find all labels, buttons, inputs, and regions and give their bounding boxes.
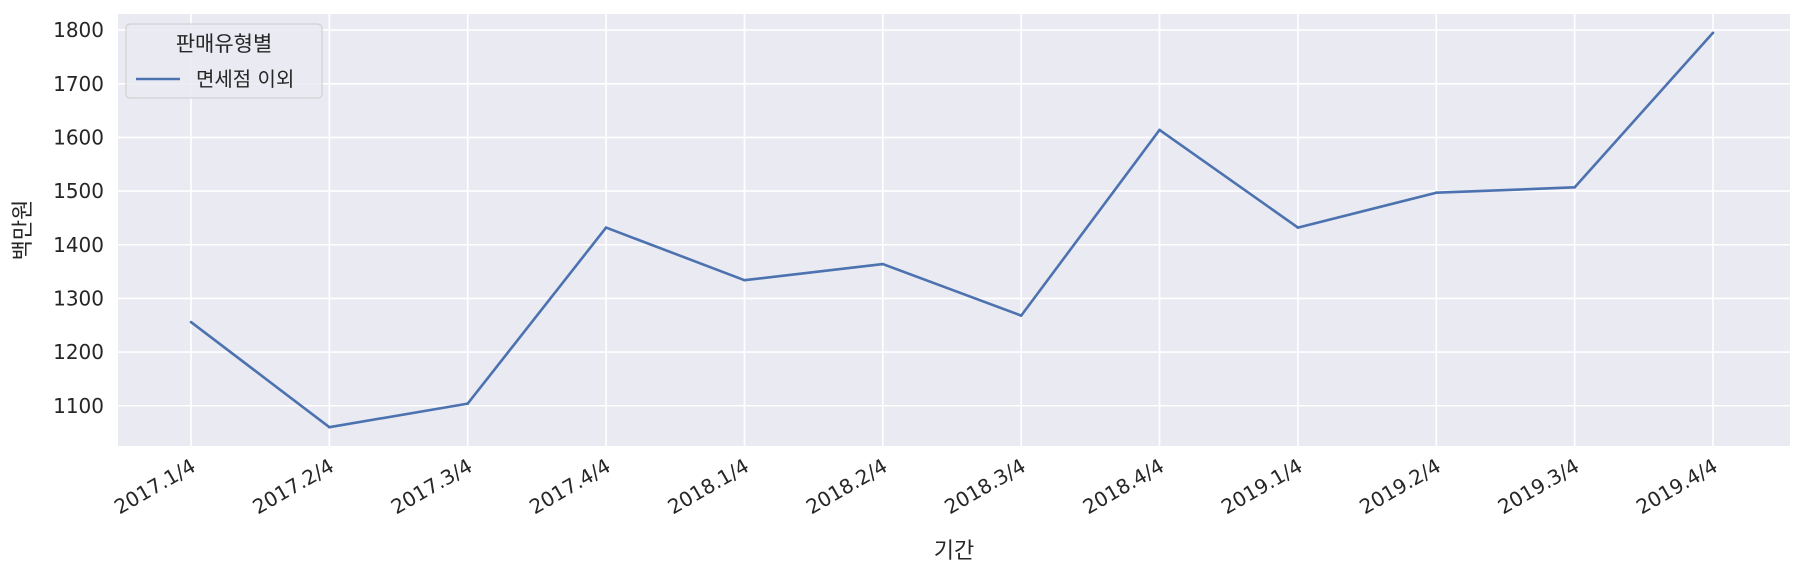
x-axis-ticks: 2017.1/4 2017.2/4 2017.3/4 2017.4/4 2018.1/4… [110,454,1721,520]
data-point [604,226,608,229]
x-tick-label: 2018.2/4 [802,454,891,520]
x-tick-label: 2019.4/4 [1632,454,1721,520]
data-point [1158,128,1161,132]
x-tick-label: 2017.2/4 [248,454,337,520]
legend-entry-label: 면세점 이외 [196,67,294,91]
y-axis-ticks: 1100 1200 1300 1400 1500 1600 1700 1800 [53,18,104,418]
x-axis-label: 기간 [934,539,974,564]
x-tick-label: 2018.1/4 [663,454,752,520]
data-point [1434,191,1438,195]
x-tick-label: 2017.4/4 [525,454,614,520]
y-tick-label: 1600 [53,125,104,149]
x-tick-label: 2018.3/4 [940,454,1029,520]
data-point [328,425,331,429]
y-tick-label: 1200 [53,340,104,364]
series-line [190,31,1714,429]
data-point [1573,186,1576,189]
data-point [189,320,193,324]
y-axis-label: 백만원 [11,200,36,261]
data-point [881,262,885,266]
x-tick-label: 2019.1/4 [1217,454,1306,520]
data-point [1019,314,1023,317]
data-point [1296,226,1300,229]
y-tick-label: 1700 [53,72,104,96]
y-tick-label: 1100 [53,394,104,418]
data-point [743,278,746,282]
y-tick-label: 1300 [53,286,104,310]
series-layer [189,31,1715,429]
data-point [466,402,470,405]
legend: 판매유형별 면세점 이외 [125,23,323,99]
y-tick-label: 1500 [53,179,104,203]
x-tick-label: 2017.3/4 [387,454,476,520]
plot-area [118,14,1790,446]
x-tick-label: 2017.1/4 [110,454,199,520]
x-tick-label: 2018.4/4 [1079,454,1168,520]
y-tick-label: 1800 [53,18,104,42]
x-tick-label: 2019.3/4 [1494,454,1583,520]
grid-lines [118,14,1790,446]
x-tick-label: 2019.2/4 [1355,454,1444,520]
data-point [1711,31,1715,35]
legend-title: 판매유형별 [176,32,273,56]
y-tick-label: 1400 [53,233,104,257]
